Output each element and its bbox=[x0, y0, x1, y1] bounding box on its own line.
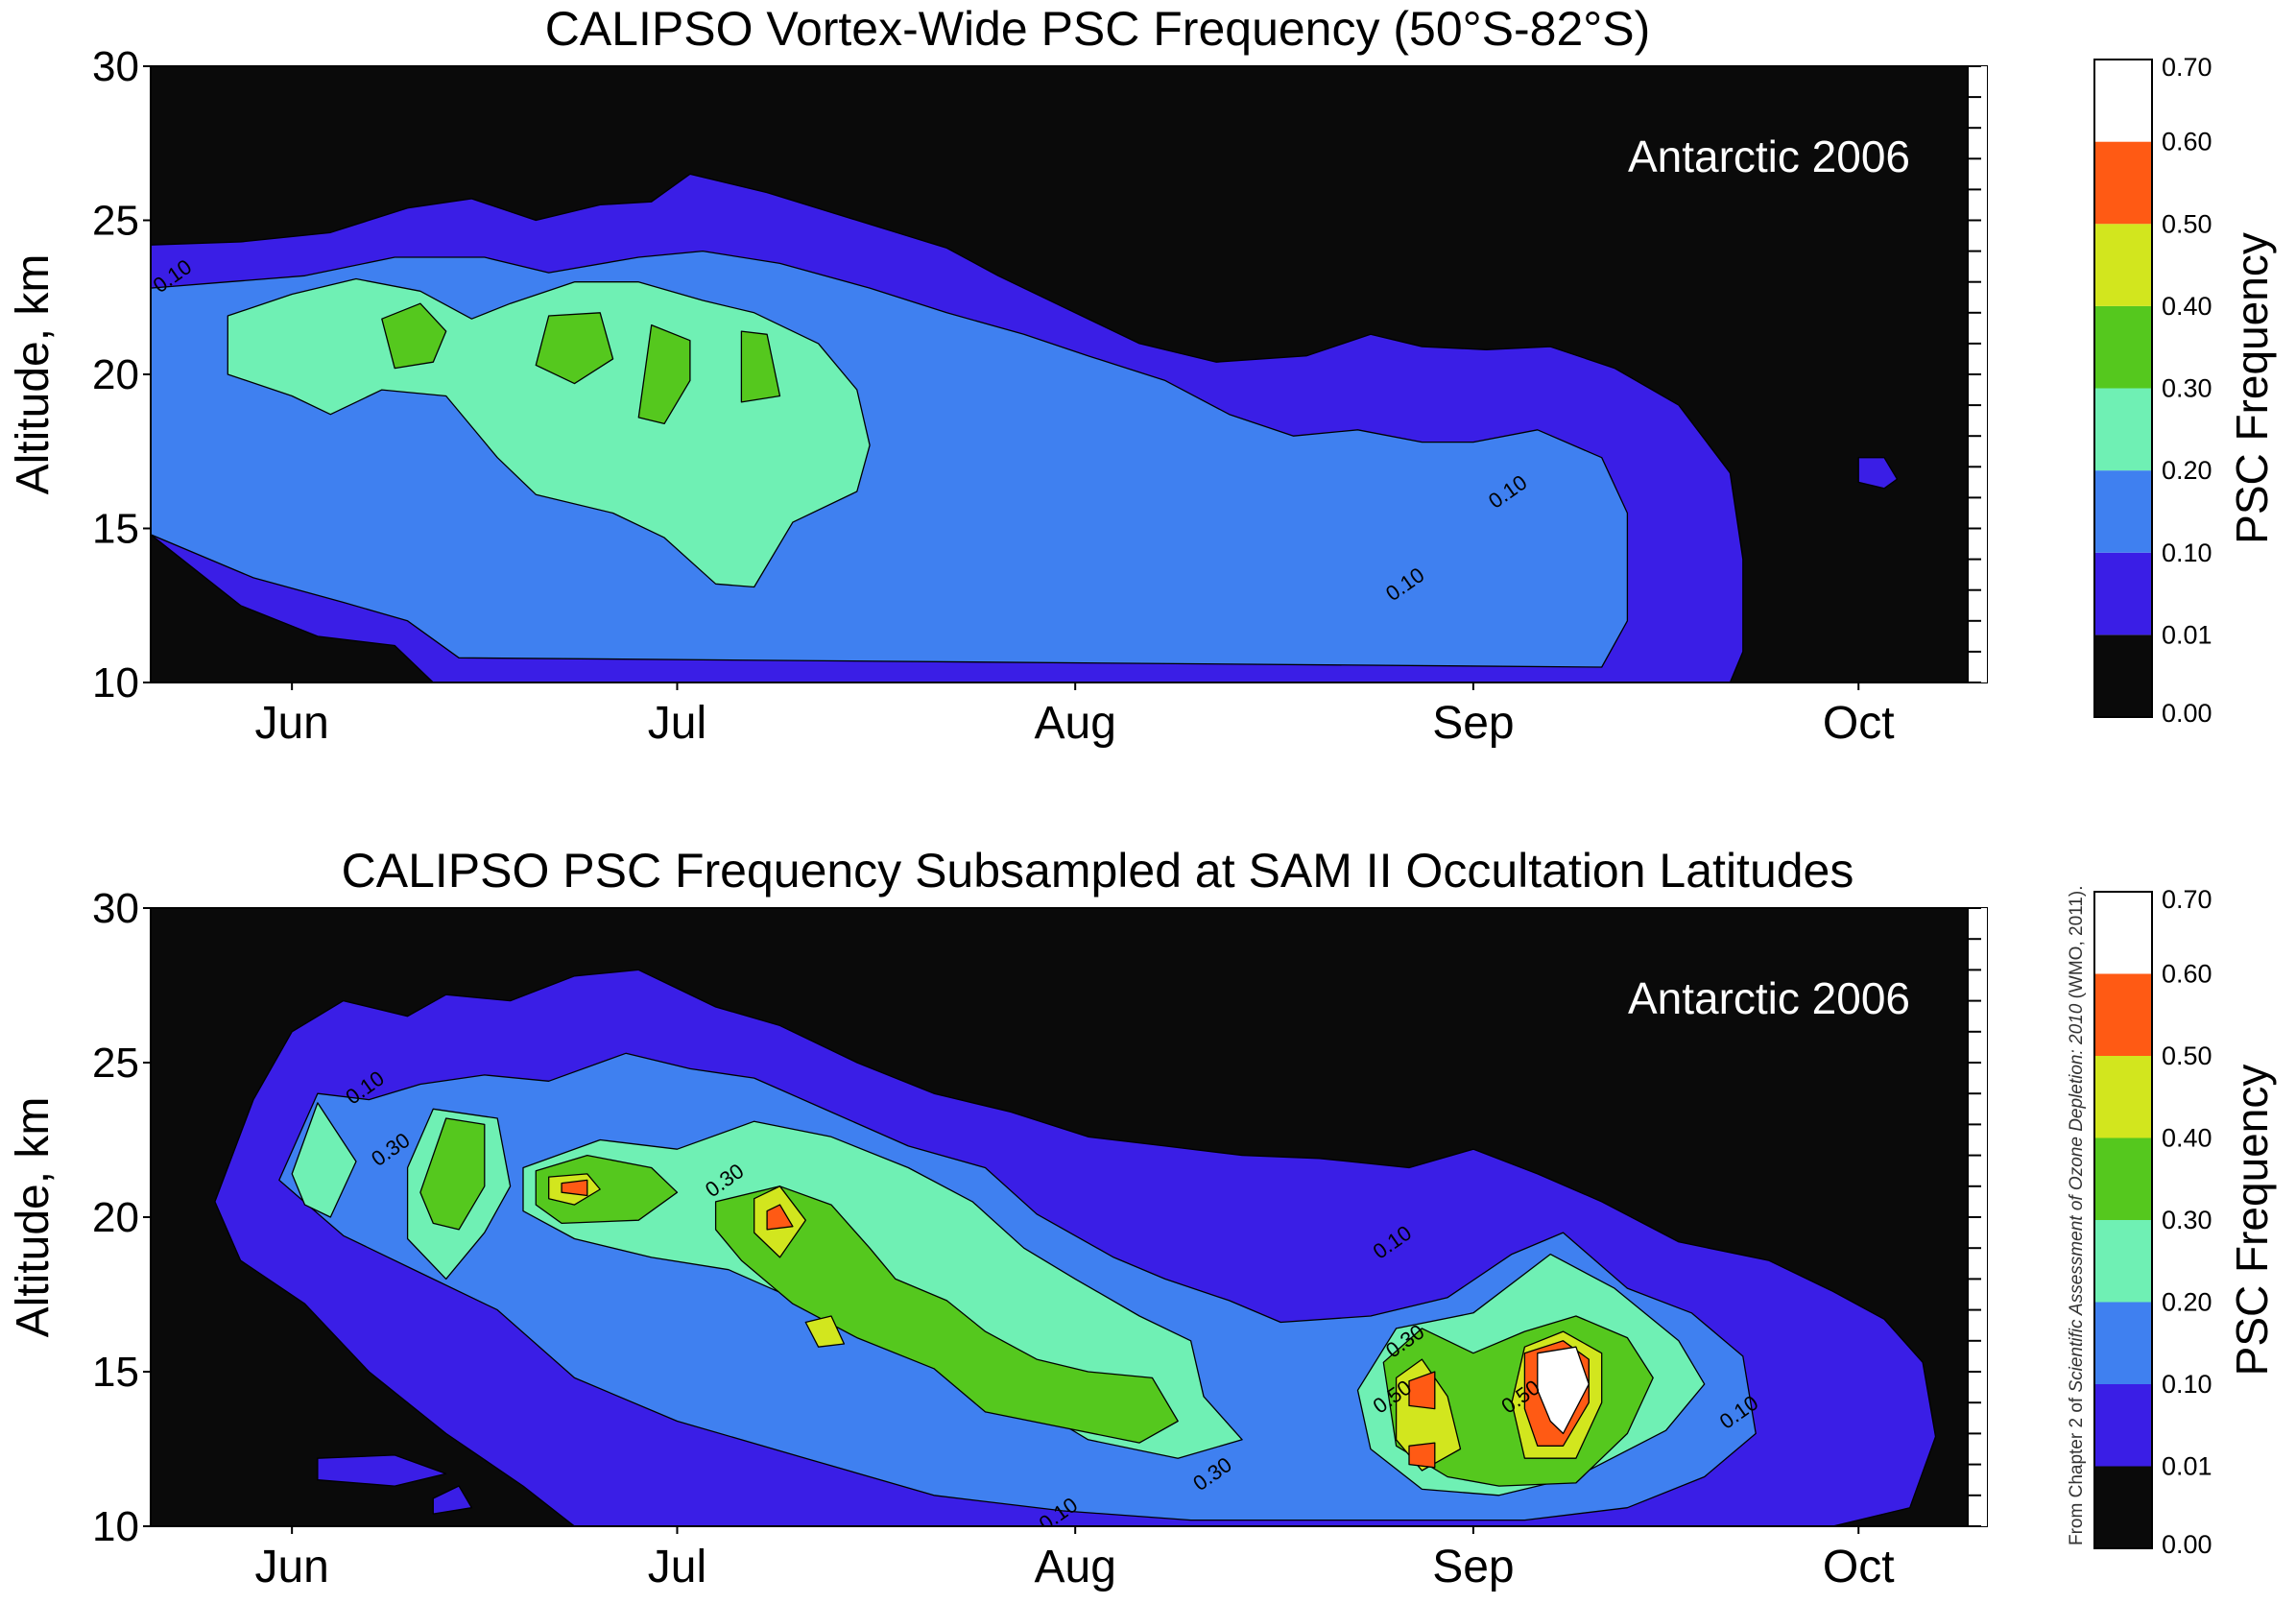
y-tick-label: 10 bbox=[92, 1503, 139, 1550]
colorbar-tick-label: 0.50 bbox=[2162, 1041, 2212, 1070]
contour-region-050 bbox=[1408, 1442, 1436, 1469]
colorbar-label: PSC Frequency bbox=[2227, 1065, 2277, 1377]
colorbar-swatch bbox=[2094, 470, 2152, 553]
colorbar-swatch bbox=[2094, 1220, 2152, 1303]
colorbar-top: 0.00 0.01 0.10 0.20 0.30 0.40 0.50 0.60 0.70 PSC … bbox=[2093, 53, 2277, 728]
credit-italic: Scientific Assessment of Ozone Depletion… bbox=[2067, 1003, 2087, 1392]
x-tick-label: Aug bbox=[1034, 1542, 1115, 1592]
contour-region-030 bbox=[535, 312, 614, 385]
colorbar-frame bbox=[2093, 891, 2153, 1549]
colorbar-swatch bbox=[2094, 1137, 2152, 1220]
colorbar-tick-label: 0.30 bbox=[2162, 374, 2212, 403]
colorbar-tick-label: 0.20 bbox=[2162, 1288, 2212, 1317]
y-tick-label: 25 bbox=[92, 198, 139, 245]
y-tick-label: 20 bbox=[92, 1194, 139, 1241]
colorbar-tick-label: 0.30 bbox=[2162, 1206, 2212, 1234]
sam-ii-subsampled-psc-panel: 0.100.300.300.100.300.50 0.500.300.100.10… bbox=[8, 844, 1988, 1592]
colorbar-tick-label: 0.00 bbox=[2162, 699, 2212, 728]
y-tick-label: 20 bbox=[92, 351, 139, 398]
colorbar-bottom: 0.00 0.01 0.10 0.20 0.30 0.40 0.50 0.60 0.70 PSC … bbox=[2093, 885, 2277, 1559]
contour-region-050 bbox=[766, 1204, 794, 1231]
y-tick-label: 30 bbox=[92, 43, 139, 90]
y-axis-label: Altitude, km bbox=[8, 1097, 59, 1338]
y-axis-label: Altitude, km bbox=[8, 254, 59, 495]
x-tick-label: Sep bbox=[1432, 698, 1514, 749]
colorbar-tick-label: 0.10 bbox=[2162, 539, 2212, 567]
contour-region-030 bbox=[381, 302, 447, 370]
contour-region-040 bbox=[804, 1315, 846, 1348]
x-tick-label: Jul bbox=[648, 1542, 706, 1592]
colorbar-swatch bbox=[2094, 634, 2152, 717]
source-credit: From Chapter 2 of Scientific Assessment … bbox=[2067, 886, 2087, 1545]
y-tick-label: 30 bbox=[92, 885, 139, 932]
credit-prefix: From Chapter 2 of bbox=[2067, 1393, 2087, 1545]
colorbar-tick-label: 0.70 bbox=[2162, 885, 2212, 914]
colorbar-swatch bbox=[2094, 60, 2152, 142]
colorbar-swatch bbox=[2094, 388, 2152, 471]
x-tick-label: Sep bbox=[1432, 1542, 1514, 1592]
x-tick-label: Jul bbox=[648, 698, 706, 749]
colorbar-swatch bbox=[2094, 892, 2152, 974]
x-tick-label: Jun bbox=[254, 698, 328, 749]
colorbar-tick-label: 0.40 bbox=[2162, 292, 2212, 321]
contour-region-030 bbox=[740, 330, 781, 403]
contour-region-030 bbox=[419, 1117, 486, 1231]
contour-region-020 bbox=[291, 1102, 357, 1218]
x-tick-label: Jun bbox=[254, 1542, 328, 1592]
colorbar-swatch bbox=[2094, 224, 2152, 306]
colorbar-label: PSC Frequency bbox=[2227, 232, 2277, 544]
colorbar-tick-label: 0.20 bbox=[2162, 456, 2212, 485]
colorbar-swatch bbox=[2094, 141, 2152, 225]
colorbar-frame bbox=[2093, 59, 2153, 718]
colorbar-tick-label: 0.50 bbox=[2162, 209, 2212, 238]
contour-region-030 bbox=[637, 323, 691, 425]
colorbar-swatch bbox=[2094, 1466, 2152, 1548]
colorbar-swatch bbox=[2094, 305, 2152, 389]
contour-region-030 bbox=[714, 1185, 1179, 1444]
y-tick-label: 15 bbox=[92, 1349, 139, 1396]
y-tick-label: 15 bbox=[92, 506, 139, 553]
colorbar-tick-label: 0.40 bbox=[2162, 1124, 2212, 1153]
season-annotation: Antarctic 2006 bbox=[1628, 973, 1910, 1023]
contour-region-050 bbox=[1408, 1371, 1436, 1410]
contour-region-030 bbox=[535, 1154, 679, 1225]
colorbar-tick-label: 0.01 bbox=[2162, 620, 2212, 649]
colorbar-swatch bbox=[2094, 973, 2152, 1056]
colorbar-swatch bbox=[2094, 1384, 2152, 1467]
contour-region-001 bbox=[1857, 457, 1899, 490]
y-tick-label: 25 bbox=[92, 1040, 139, 1087]
colorbar-tick-label: 0.01 bbox=[2162, 1452, 2212, 1481]
contour-region-060 bbox=[1537, 1346, 1590, 1435]
x-tick-label: Oct bbox=[1823, 1542, 1895, 1592]
credit-suffix: (WMO, 2011). bbox=[2067, 886, 2087, 1004]
contour-region-050 bbox=[561, 1179, 588, 1197]
y-tick-label: 10 bbox=[92, 659, 139, 706]
x-tick-label: Aug bbox=[1034, 698, 1115, 749]
chart-title: CALIPSO PSC Frequency Subsampled at SAM … bbox=[342, 844, 1854, 898]
colorbar-tick-label: 0.10 bbox=[2162, 1370, 2212, 1399]
colorbar-swatch bbox=[2094, 1302, 2152, 1384]
colorbar-swatch bbox=[2094, 1056, 2152, 1138]
colorbar-tick-label: 0.00 bbox=[2162, 1530, 2212, 1559]
colorbar-swatch bbox=[2094, 552, 2152, 635]
contour-region-001 bbox=[317, 1454, 447, 1487]
contour-region-020 bbox=[227, 277, 871, 588]
contour-region-001 bbox=[432, 1485, 473, 1515]
colorbar-tick-label: 0.60 bbox=[2162, 128, 2212, 156]
x-tick-label: Oct bbox=[1823, 698, 1895, 749]
colorbar-tick-label: 0.70 bbox=[2162, 53, 2212, 82]
chart-title: CALIPSO Vortex-Wide PSC Frequency (50°S-… bbox=[545, 2, 1651, 56]
season-annotation: Antarctic 2006 bbox=[1628, 132, 1910, 181]
colorbar-tick-label: 0.60 bbox=[2162, 960, 2212, 989]
